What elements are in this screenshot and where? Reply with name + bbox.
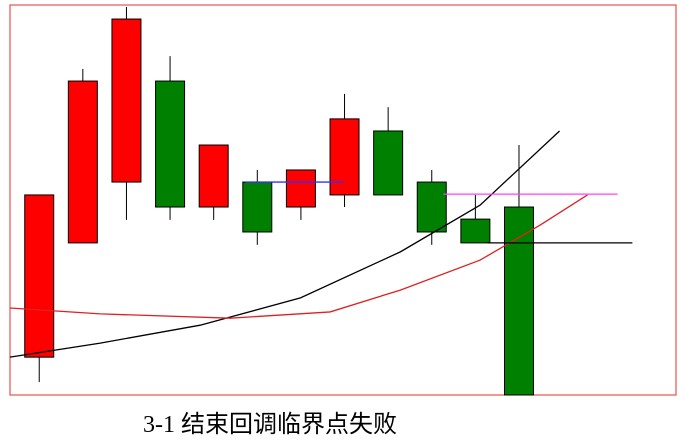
- candle-body: [67, 80, 98, 244]
- candle-body: [198, 144, 229, 208]
- candle-body: [373, 130, 404, 196]
- overlay-line: [9, 194, 588, 319]
- candle-body: [155, 80, 186, 208]
- overlay-line: [9, 130, 560, 358]
- caption: 3-1 结束回调临界点失败: [143, 411, 397, 438]
- plot-frame: [9, 4, 677, 396]
- candle-body: [460, 218, 491, 244]
- candle-body: [329, 118, 360, 196]
- candle-body: [242, 181, 273, 233]
- candle-body: [111, 18, 142, 183]
- candle-body: [24, 194, 55, 358]
- candle-body: [503, 206, 534, 396]
- candle-body: [285, 169, 316, 208]
- candle-body: [416, 181, 447, 233]
